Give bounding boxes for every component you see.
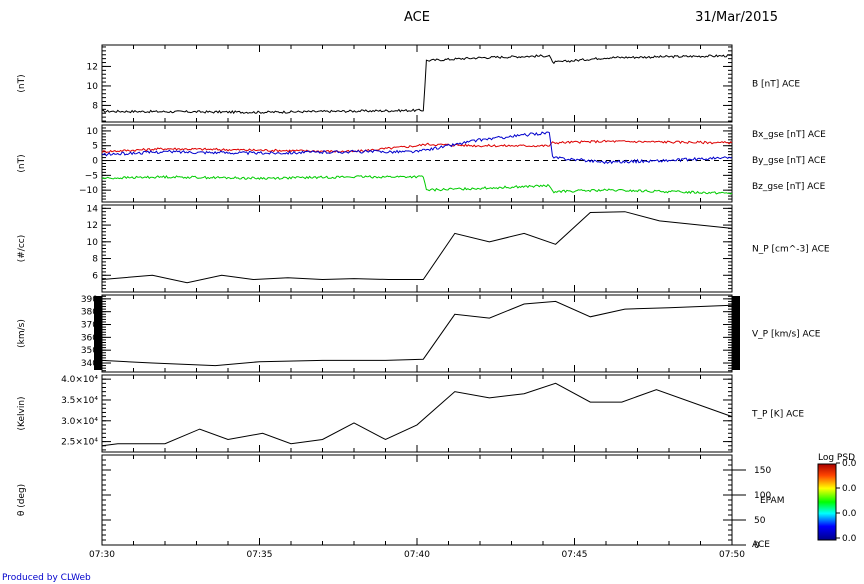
ytick-label: 10 <box>87 82 99 92</box>
ytick-label: 4.0×10⁴ <box>61 375 98 385</box>
ytick-label: 12 <box>87 221 98 231</box>
chart-date: 31/Mar/2015 <box>695 10 778 25</box>
ytick-label: 360 <box>81 333 98 343</box>
chart-title: ACE <box>404 10 430 25</box>
ytick-label: 370 <box>81 321 98 331</box>
ytick-label: 3.5×10⁴ <box>61 396 98 406</box>
panel-frame <box>101 374 733 453</box>
ytick-label: 100 <box>754 491 771 501</box>
ytick-label: 8 <box>92 101 98 111</box>
colorbar-gradient <box>817 463 837 541</box>
ylabel: (km/s) <box>17 319 27 348</box>
ytick-label: 350 <box>81 346 98 356</box>
colorbar: Log PSD 0.0 0.0 0.0 0.0 <box>817 453 857 544</box>
ylabel: (#/cc) <box>17 235 27 263</box>
xtick-label: 07:45 <box>562 550 588 560</box>
panel-2: −10 −5 0 5 10 (nT) Bx_gse [nT] ACE By_gse [nT] … <box>17 124 826 203</box>
ytick-label: 5 <box>92 142 98 152</box>
series-line <box>101 139 733 154</box>
series-line <box>101 54 733 115</box>
panel-frame <box>101 454 733 546</box>
series-label: N_P [cm^-3] ACE <box>752 245 830 255</box>
time-axis: 07:30 07:35 07:40 07:45 07:50 <box>89 550 745 560</box>
series-label: Bz_gse [nT] ACE <box>752 182 826 192</box>
panel-4: 340 350 360 370 380 390 (km/s) V_P [km/s] ACE <box>17 294 821 373</box>
series-label: V_P [km/s] ACE <box>752 330 821 340</box>
xtick-label: 07:35 <box>247 550 273 560</box>
colorbar-label: 0.0 <box>842 484 857 494</box>
panel-frame <box>101 124 733 203</box>
panel-5: 2.5×10⁴ 3.0×10⁴ 3.5×10⁴ 4.0×10⁴ (Kelvin) T_P … <box>17 374 804 453</box>
series-label: B [nT] ACE <box>752 80 800 90</box>
ylabel: (Kelvin) <box>17 396 27 430</box>
series-line <box>101 300 733 367</box>
ytick-label: 10 <box>87 127 99 137</box>
series-label: Bx_gse [nT] ACE <box>752 130 826 140</box>
ytick-label: 6 <box>92 271 98 281</box>
colorbar-title: Log PSD <box>818 453 855 463</box>
xtick-label: 07:30 <box>89 550 115 560</box>
panel-frame <box>101 294 733 373</box>
ytick-label: 150 <box>754 466 771 476</box>
side-bar-left <box>94 296 102 370</box>
footer-credit: Produced by CLWeb <box>2 573 91 583</box>
ytick-label: 50 <box>754 516 766 526</box>
ytick-label: 0 <box>92 157 98 167</box>
side-bar-right <box>732 296 740 370</box>
right-label-instrument: EPAM <box>760 496 784 506</box>
ytick-label: 3.0×10⁴ <box>61 417 98 427</box>
ytick-label: 0 <box>754 541 760 551</box>
series-line <box>101 175 733 195</box>
ytick-label: −5 <box>85 171 98 181</box>
ytick-label: −10 <box>79 186 98 196</box>
ytick-label: 340 <box>81 359 98 369</box>
series-label: T_P [K] ACE <box>751 410 804 420</box>
ytick-label: 14 <box>87 204 99 214</box>
ytick-label: 8 <box>92 255 98 265</box>
colorbar-label: 0.0 <box>842 534 857 544</box>
panels: 8 10 12 (nT) B [nT] ACE −10 −5 0 5 10 (nT) Bx_gse [… <box>17 44 830 551</box>
ytick-label: 2.5×10⁴ <box>61 438 98 448</box>
xtick-label: 07:40 <box>404 550 430 560</box>
ylabel: θ (deg) <box>17 484 27 516</box>
ylabel: (nT) <box>17 154 27 172</box>
panel-frame <box>101 44 733 123</box>
ytick-label: 390 <box>81 295 98 305</box>
ylabel: (nT) <box>17 74 27 92</box>
right-label-spacecraft: ACE <box>752 540 770 550</box>
colorbar-label: 0.0 <box>842 459 857 469</box>
panel-3: 6 8 10 12 14 (#/cc) N_P [cm^-3] ACE <box>17 204 830 293</box>
series-line <box>101 131 733 165</box>
ytick-label: 12 <box>87 62 98 72</box>
series-line <box>101 211 733 284</box>
panel-1: 8 10 12 (nT) B [nT] ACE <box>17 44 800 123</box>
panel-frame <box>101 204 733 293</box>
series-line <box>101 382 733 447</box>
series-label: By_gse [nT] ACE <box>752 156 826 166</box>
ytick-label: 380 <box>81 308 98 318</box>
ytick-label: 10 <box>87 238 99 248</box>
xtick-label: 07:50 <box>719 550 745 560</box>
colorbar-label: 0.0 <box>842 509 857 519</box>
panel-6: 0 50 100 150 θ (deg) ACE EPAM <box>17 454 784 551</box>
